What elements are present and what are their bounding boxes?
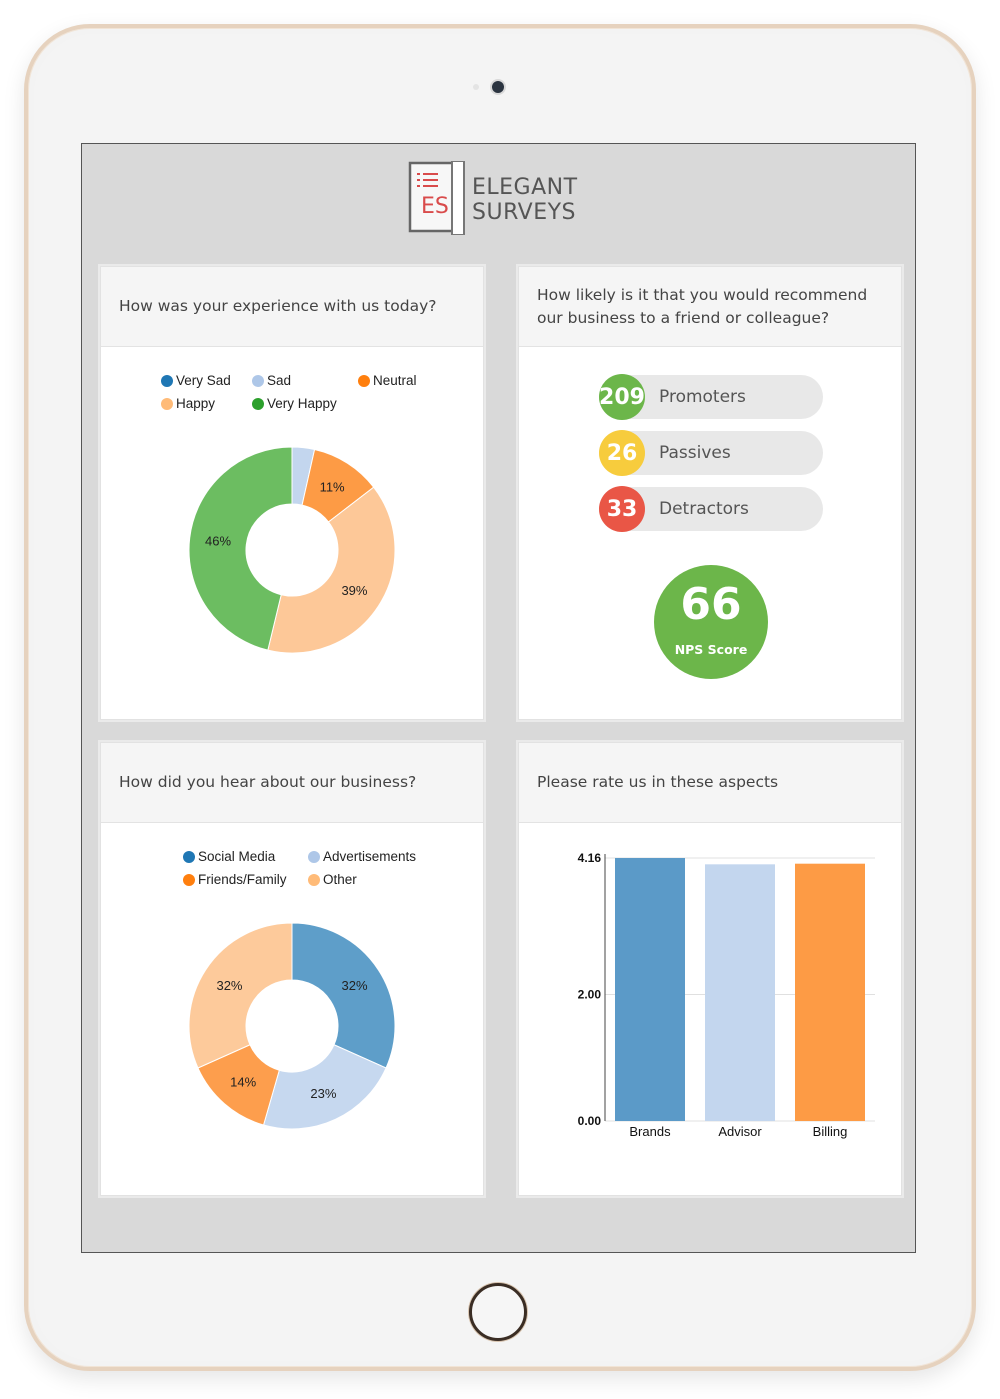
donut-slice-happy[interactable] bbox=[267, 486, 396, 654]
rate-question: Please rate us in these aspects bbox=[537, 773, 779, 791]
legend-label: Friends/Family bbox=[198, 872, 287, 887]
bar-billing[interactable] bbox=[795, 863, 865, 1121]
x-tick-label: Advisor bbox=[718, 1124, 762, 1139]
recommend-card: How likely is it that you would recommen… bbox=[518, 266, 902, 720]
legend-item-sad[interactable]: Sad bbox=[252, 373, 291, 388]
brand-name-line-2: SURVEYS bbox=[472, 200, 577, 225]
legend-item-other[interactable]: Other bbox=[308, 872, 357, 887]
book-logo-icon: ES bbox=[408, 161, 465, 235]
legend-swatch bbox=[308, 873, 320, 886]
x-tick-label: Billing bbox=[813, 1124, 848, 1139]
legend-swatch bbox=[161, 397, 173, 410]
brand-name: ELEGANT SURVEYS bbox=[472, 175, 578, 225]
experience-question: How was your experience with us today? bbox=[119, 297, 437, 315]
nps-group-label: Passives bbox=[659, 443, 731, 463]
legend-label: Very Happy bbox=[267, 396, 337, 411]
card-body: 209 Promoters 26 Passives 33 Detractors … bbox=[519, 347, 901, 720]
donut-slice-label: 23% bbox=[310, 1086, 336, 1101]
legend-label: Other bbox=[323, 872, 357, 887]
y-tick-label: 2.00 bbox=[578, 988, 602, 1002]
legend-label: Social Media bbox=[198, 849, 276, 864]
card-header: How was your experience with us today? bbox=[101, 267, 483, 347]
donut-slice-label: 32% bbox=[216, 978, 242, 993]
nps-count-badge: 209 bbox=[599, 374, 645, 420]
card-body: Very Sad Sad Neutral Happy Very Happy 11… bbox=[101, 347, 483, 720]
nps-group-label: Promoters bbox=[659, 387, 746, 407]
bar-brands[interactable] bbox=[615, 858, 685, 1121]
hear-question: How did you hear about our business? bbox=[119, 773, 417, 791]
legend-item-very-happy[interactable]: Very Happy bbox=[252, 396, 337, 411]
ratings-bar-chart: 4.16 2.00 0.00 Brands Advisor Billing bbox=[578, 851, 875, 1139]
legend-item-friends-family[interactable]: Friends/Family bbox=[183, 872, 287, 887]
card-header: Please rate us in these aspects bbox=[519, 743, 901, 823]
legend-swatch bbox=[358, 374, 370, 387]
donut-slice-social-media[interactable] bbox=[291, 922, 396, 1069]
legend-item-very-sad[interactable]: Very Sad bbox=[161, 373, 231, 388]
experience-card: How was your experience with us today? V… bbox=[100, 266, 484, 720]
legend-item-happy[interactable]: Happy bbox=[161, 396, 215, 411]
donut-slice-label: 11% bbox=[320, 480, 345, 495]
legend-swatch bbox=[183, 850, 195, 863]
legend-item-social-media[interactable]: Social Media bbox=[183, 849, 275, 864]
bar-advisor[interactable] bbox=[705, 864, 775, 1121]
screen: ES ELEGANT SURVEYS How was your experien… bbox=[81, 143, 916, 1253]
nps-detractors: 33 Detractors bbox=[599, 486, 823, 532]
nps-passives: 26 Passives bbox=[599, 430, 823, 476]
hear-donut-chart: 32% 23% 14% 32% bbox=[188, 922, 396, 1130]
donut-slice-advertisements[interactable] bbox=[262, 1044, 387, 1130]
legend-label: Advertisements bbox=[323, 849, 417, 864]
donut-slice-label: 14% bbox=[230, 1075, 256, 1090]
card-header: How likely is it that you would recommen… bbox=[519, 267, 901, 347]
brand-logo[interactable]: ES ELEGANT SURVEYS bbox=[408, 161, 598, 241]
y-tick-label: 0.00 bbox=[578, 1114, 602, 1128]
legend-label: Happy bbox=[176, 396, 216, 411]
logo-letters: ES bbox=[421, 194, 449, 219]
nps-count-badge: 26 bbox=[599, 430, 645, 476]
nps-count-badge: 33 bbox=[599, 486, 645, 532]
donut-slice-label: 32% bbox=[341, 978, 367, 993]
card-body: Social Media Advertisements Friends/Fami… bbox=[101, 823, 483, 1196]
ambient-sensor bbox=[473, 84, 479, 90]
legend-swatch bbox=[308, 850, 320, 863]
donut-slice-label: 39% bbox=[341, 583, 367, 598]
front-camera bbox=[492, 81, 504, 93]
experience-donut-chart: 11% 39% 46% bbox=[188, 446, 396, 654]
nps-group-label: Detractors bbox=[659, 499, 749, 519]
y-tick-label: 4.16 bbox=[578, 851, 602, 865]
hear-card: How did you hear about our business? Soc… bbox=[100, 742, 484, 1196]
nps-score-label: NPS Score bbox=[674, 642, 748, 657]
legend-swatch bbox=[183, 873, 195, 886]
legend-item-advertisements[interactable]: Advertisements bbox=[308, 849, 416, 864]
legend-swatch bbox=[252, 397, 264, 410]
nps-score-value: 66 bbox=[680, 579, 742, 630]
x-tick-label: Brands bbox=[629, 1124, 671, 1139]
legend-swatch bbox=[161, 374, 173, 387]
legend-label: Sad bbox=[267, 373, 292, 388]
legend-label: Neutral bbox=[373, 373, 417, 388]
card-header: How did you hear about our business? bbox=[101, 743, 483, 823]
rate-card: Please rate us in these aspects 4.16 2.00… bbox=[518, 742, 902, 1196]
brand-name-line-1: ELEGANT bbox=[472, 175, 578, 200]
nps-score-badge: 66 NPS Score bbox=[654, 565, 768, 679]
legend-label: Very Sad bbox=[176, 373, 231, 388]
donut-slice-other[interactable] bbox=[188, 922, 293, 1069]
home-button[interactable] bbox=[469, 1283, 527, 1341]
legend-swatch bbox=[252, 374, 264, 387]
donut-slice-label: 46% bbox=[205, 534, 231, 549]
donut-slice-very-happy[interactable] bbox=[188, 446, 293, 651]
card-body: 4.16 2.00 0.00 Brands Advisor Billing bbox=[519, 823, 901, 1196]
legend-item-neutral[interactable]: Neutral bbox=[358, 373, 417, 388]
nps-promoters: 209 Promoters bbox=[599, 374, 823, 420]
recommend-question: How likely is it that you would recommen… bbox=[537, 285, 868, 327]
